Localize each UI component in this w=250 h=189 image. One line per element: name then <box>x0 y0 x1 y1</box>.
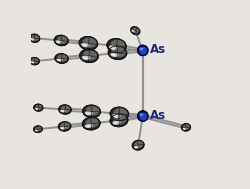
Ellipse shape <box>182 127 187 130</box>
Ellipse shape <box>132 28 140 34</box>
Ellipse shape <box>85 123 93 128</box>
Ellipse shape <box>108 46 127 60</box>
Ellipse shape <box>109 45 118 50</box>
Ellipse shape <box>60 122 70 129</box>
Ellipse shape <box>56 58 62 61</box>
Ellipse shape <box>110 107 129 121</box>
Ellipse shape <box>82 117 100 130</box>
Ellipse shape <box>112 113 121 118</box>
Ellipse shape <box>81 43 90 47</box>
Ellipse shape <box>35 107 39 110</box>
Ellipse shape <box>134 145 139 149</box>
Ellipse shape <box>181 124 191 131</box>
Ellipse shape <box>34 104 43 111</box>
Ellipse shape <box>57 36 68 44</box>
Ellipse shape <box>35 105 42 110</box>
Ellipse shape <box>140 47 147 55</box>
Ellipse shape <box>112 47 126 57</box>
Ellipse shape <box>57 54 68 62</box>
Ellipse shape <box>107 39 126 53</box>
Ellipse shape <box>140 113 147 121</box>
Ellipse shape <box>183 124 190 130</box>
Ellipse shape <box>83 44 86 46</box>
Ellipse shape <box>114 115 117 117</box>
Ellipse shape <box>85 118 99 128</box>
Ellipse shape <box>36 108 37 109</box>
Ellipse shape <box>184 128 185 129</box>
Ellipse shape <box>79 36 98 50</box>
Ellipse shape <box>58 105 71 114</box>
Text: As: As <box>150 43 166 56</box>
Ellipse shape <box>35 126 42 131</box>
Ellipse shape <box>86 106 99 115</box>
Ellipse shape <box>135 147 137 148</box>
Ellipse shape <box>140 47 143 50</box>
Ellipse shape <box>132 140 144 150</box>
Ellipse shape <box>30 38 35 41</box>
Ellipse shape <box>110 52 119 57</box>
Ellipse shape <box>32 39 33 40</box>
Ellipse shape <box>85 111 93 115</box>
Ellipse shape <box>34 126 42 133</box>
Ellipse shape <box>36 130 37 131</box>
Ellipse shape <box>86 125 90 127</box>
Ellipse shape <box>138 45 148 56</box>
Ellipse shape <box>138 111 148 121</box>
Ellipse shape <box>30 57 40 65</box>
Ellipse shape <box>82 105 100 118</box>
Ellipse shape <box>56 40 62 44</box>
Ellipse shape <box>31 35 39 41</box>
Ellipse shape <box>80 49 98 63</box>
Ellipse shape <box>60 126 66 130</box>
Ellipse shape <box>58 122 71 131</box>
Ellipse shape <box>35 129 39 132</box>
Ellipse shape <box>86 113 90 115</box>
Ellipse shape <box>110 40 125 50</box>
Ellipse shape <box>110 114 128 127</box>
Ellipse shape <box>61 128 64 129</box>
Ellipse shape <box>31 61 35 64</box>
Ellipse shape <box>140 113 143 116</box>
Ellipse shape <box>82 55 90 60</box>
Ellipse shape <box>113 115 126 125</box>
Ellipse shape <box>61 105 70 113</box>
Ellipse shape <box>32 62 34 63</box>
Ellipse shape <box>114 108 128 118</box>
Ellipse shape <box>131 27 140 35</box>
Ellipse shape <box>29 34 40 42</box>
Ellipse shape <box>112 120 120 125</box>
Ellipse shape <box>134 141 143 148</box>
Ellipse shape <box>132 29 136 33</box>
Ellipse shape <box>114 122 117 124</box>
Ellipse shape <box>32 58 39 64</box>
Ellipse shape <box>84 57 87 59</box>
Text: As: As <box>150 109 166 122</box>
Ellipse shape <box>111 47 114 49</box>
Ellipse shape <box>60 109 66 112</box>
Ellipse shape <box>55 54 68 63</box>
Ellipse shape <box>82 38 96 48</box>
Ellipse shape <box>112 54 115 56</box>
Ellipse shape <box>57 41 59 43</box>
Ellipse shape <box>83 50 97 60</box>
Ellipse shape <box>132 30 134 32</box>
Ellipse shape <box>54 35 68 46</box>
Ellipse shape <box>61 110 64 112</box>
Ellipse shape <box>58 59 60 61</box>
